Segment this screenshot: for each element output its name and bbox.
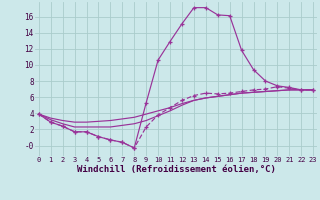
X-axis label: Windchill (Refroidissement éolien,°C): Windchill (Refroidissement éolien,°C)	[76, 165, 276, 174]
